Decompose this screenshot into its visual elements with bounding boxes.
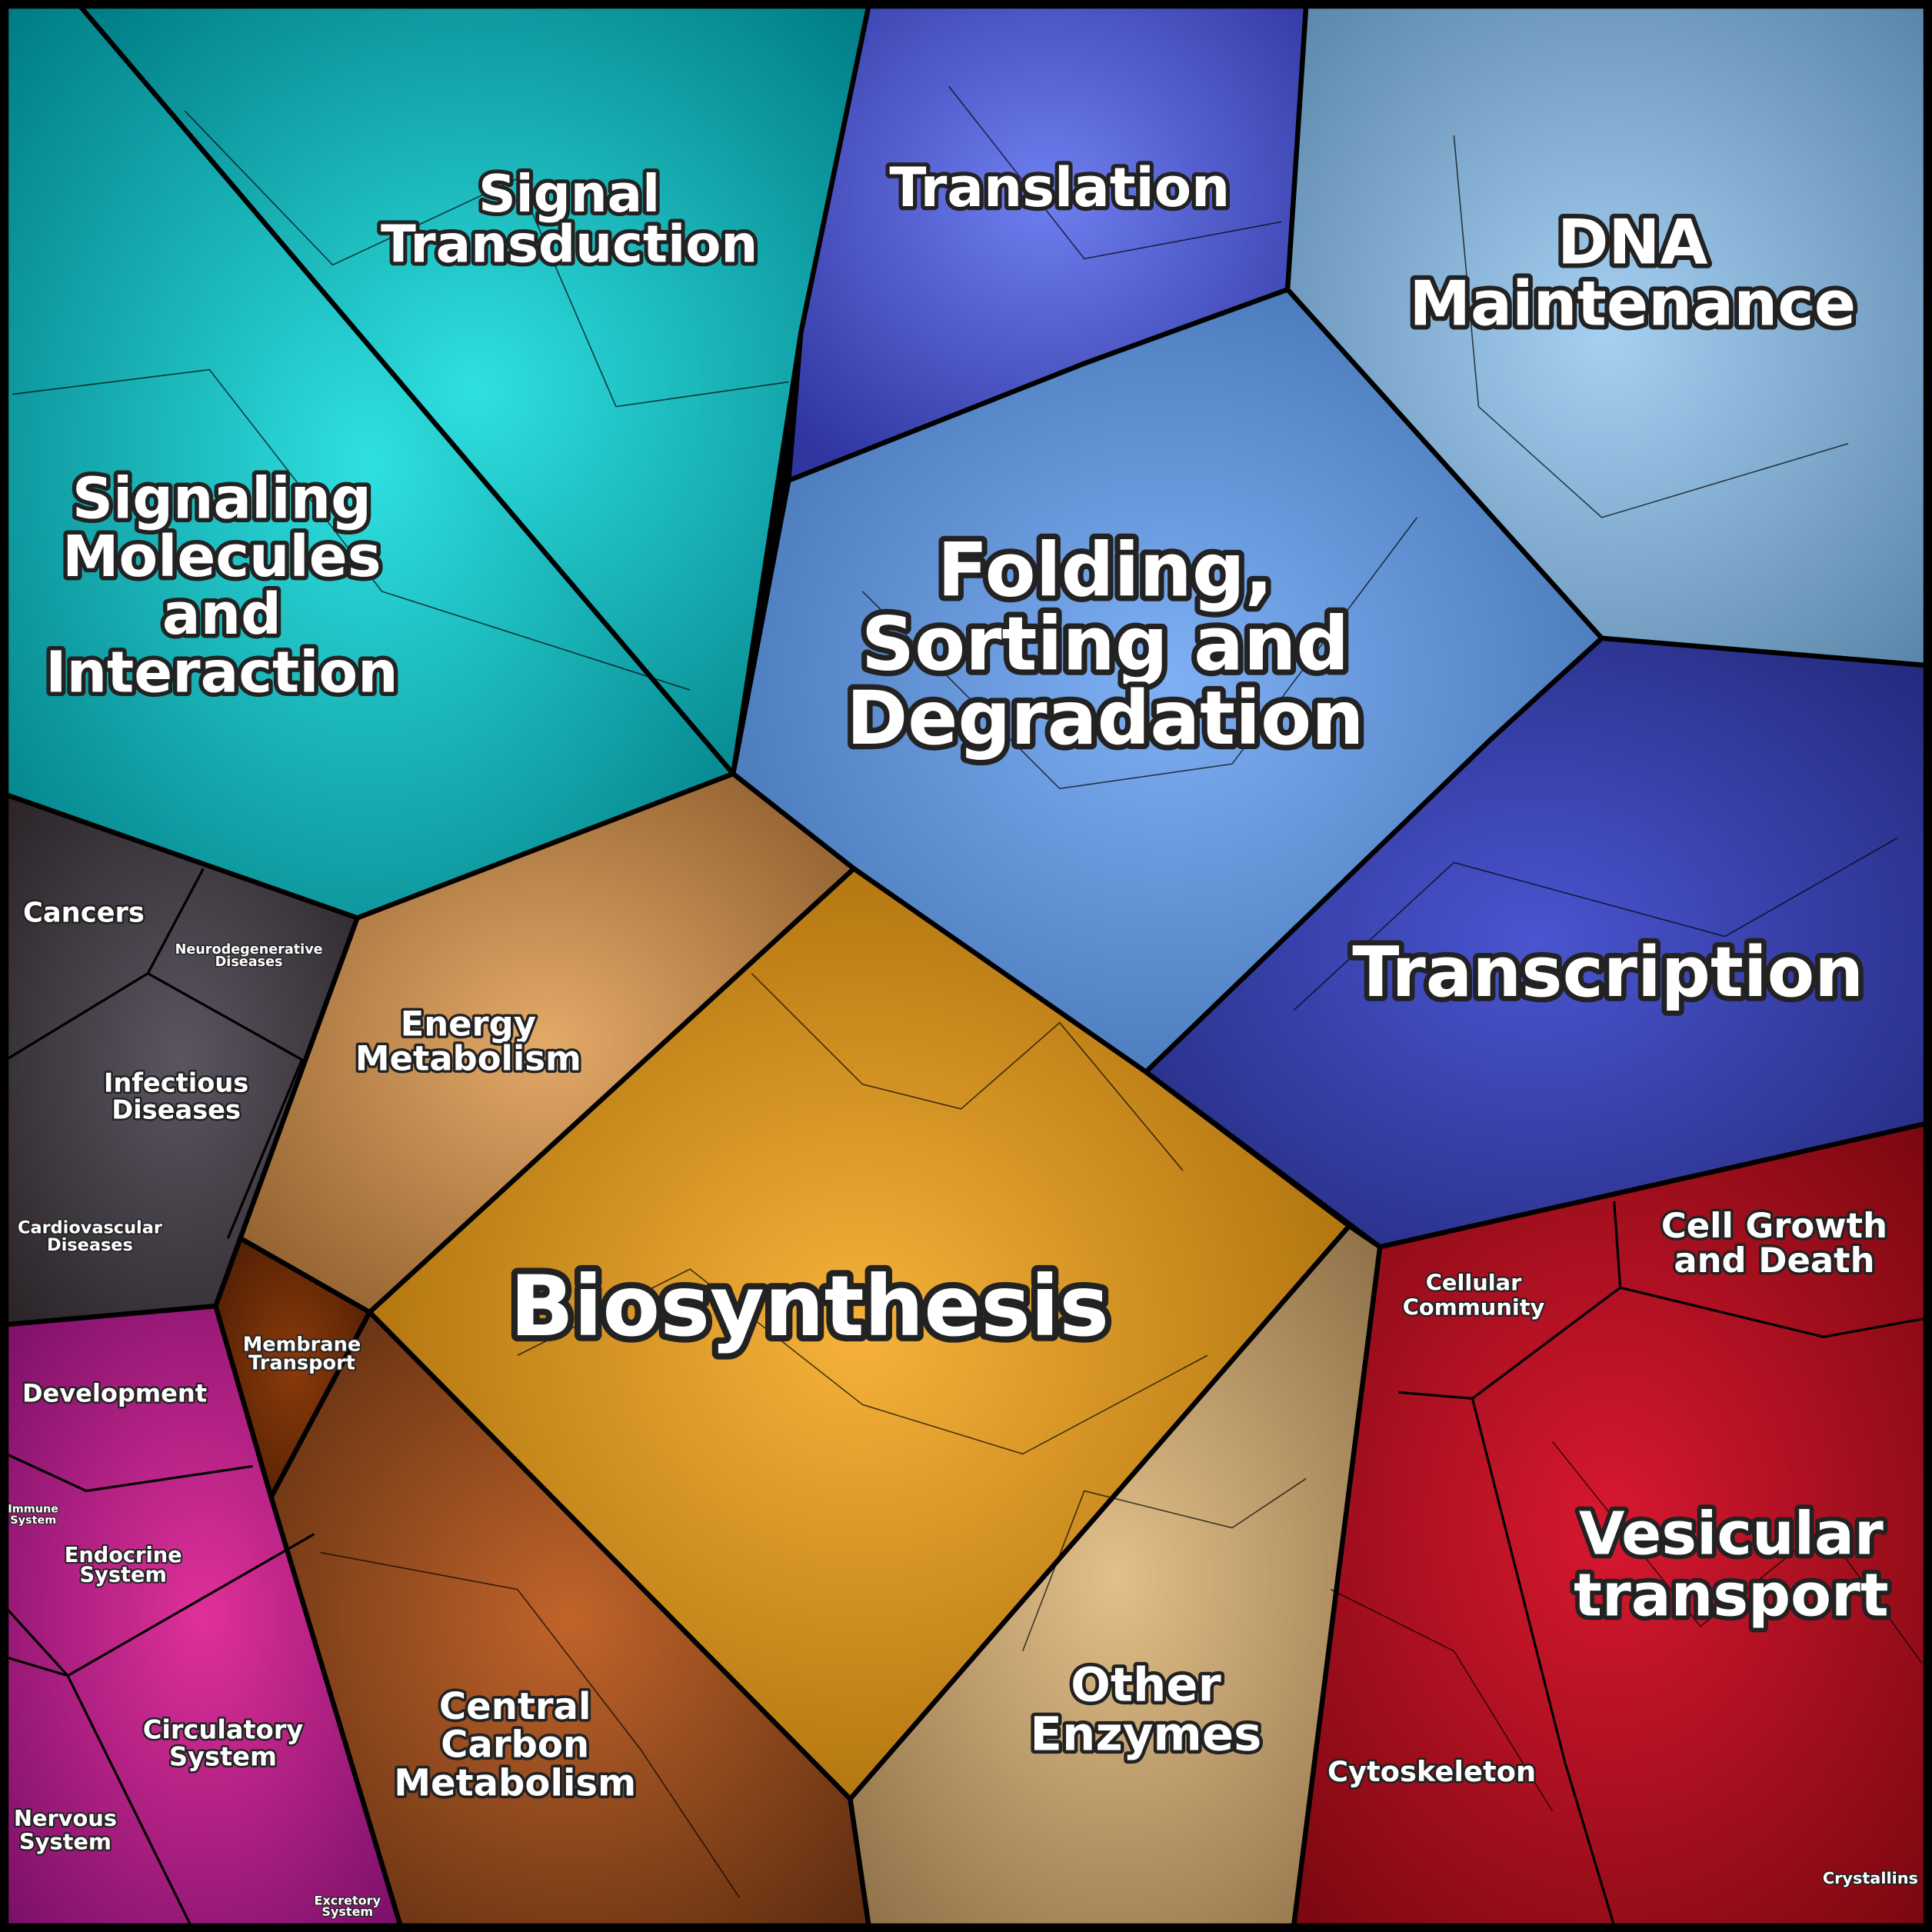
cell-line — [1330, 1588, 1554, 1812]
region-label: DNA — [1557, 206, 1708, 278]
cell-line — [184, 110, 789, 408]
cell-line — [517, 1268, 1208, 1455]
region-label: Transduction — [381, 215, 758, 275]
region-label: Diseases — [47, 1235, 133, 1255]
region-label: System — [10, 1514, 56, 1527]
region-label: Transcription — [1352, 933, 1864, 1013]
region-label: Molecules — [62, 525, 381, 590]
region-label: Sorting and — [861, 601, 1349, 688]
region-label: and — [162, 582, 281, 648]
region-label: Metabolism — [355, 1038, 581, 1078]
region-label: Crystallins — [1823, 1869, 1918, 1887]
region-label: Cellular — [1426, 1269, 1522, 1295]
region-label: Infectious — [104, 1068, 248, 1098]
region-label: Degradation — [847, 675, 1364, 761]
region-label: System — [19, 1829, 112, 1855]
region-label: Other — [1071, 1657, 1221, 1712]
region-label: System — [321, 1904, 373, 1919]
region-label: Cytoskeleton — [1327, 1755, 1536, 1788]
cell-line — [1551, 1441, 1923, 1664]
boundary — [146, 868, 205, 974]
region-label: Membrane — [243, 1333, 361, 1356]
region-label: System — [80, 1564, 167, 1587]
region-label: Enzymes — [1030, 1707, 1261, 1761]
region-label: Carbon — [441, 1724, 589, 1767]
region-label: Central — [439, 1685, 591, 1728]
cell-line — [751, 973, 1184, 1171]
cell-line — [320, 1551, 740, 1898]
boundary — [5, 1452, 253, 1493]
region-label: Circulatory — [143, 1714, 304, 1744]
cells — [12, 85, 1923, 1898]
cell-line — [12, 368, 691, 691]
region-label: Cancers — [23, 898, 145, 929]
sub-boundaries — [5, 868, 1927, 1927]
region-label: Cell Growth — [1661, 1205, 1887, 1246]
region-label: Biosynthesis — [510, 1257, 1109, 1355]
region-label: Signal — [478, 164, 660, 224]
labels: SignalTransductionSignalingMoleculesandI… — [7, 152, 1919, 1920]
cell-line — [1293, 837, 1898, 1011]
region-label: Cardiovascular — [18, 1218, 162, 1238]
cell-line — [861, 517, 1417, 790]
region-label: Folding, — [938, 528, 1273, 614]
region-label: Neurodegenerative — [175, 942, 323, 958]
region-label: Community — [1403, 1294, 1545, 1320]
region-label: Signaling — [72, 467, 371, 532]
cell-line — [1453, 135, 1849, 518]
region-label: Excretory — [315, 1893, 381, 1907]
region-label: Vesicular — [1579, 1500, 1884, 1568]
region-label: and Death — [1674, 1240, 1874, 1281]
region-label: Development — [22, 1379, 207, 1408]
boundary — [1471, 1397, 1616, 1927]
boundary — [1398, 1201, 1622, 1400]
region-label: transport — [1574, 1561, 1889, 1630]
region-label: System — [169, 1742, 277, 1772]
region-label: Maintenance — [1409, 268, 1856, 339]
cell-line — [948, 85, 1282, 260]
region-label: Metabolism — [394, 1761, 636, 1804]
region-label: Immune — [8, 1504, 58, 1516]
boundary — [1620, 1286, 1927, 1338]
region-label: Nervous — [14, 1805, 117, 1831]
regions — [3, 3, 1929, 1929]
region-label: Diseases — [215, 954, 283, 970]
region-label: Interaction — [45, 641, 398, 706]
region-label: Endocrine — [65, 1544, 182, 1567]
boundary — [5, 1656, 192, 1927]
region-label: Translation — [889, 156, 1230, 219]
boundary — [5, 971, 304, 1239]
region-label: Energy — [401, 1004, 536, 1044]
cell-line — [1021, 1477, 1307, 1652]
region-label: Diseases — [112, 1095, 241, 1125]
region-label: Transport — [248, 1351, 355, 1374]
